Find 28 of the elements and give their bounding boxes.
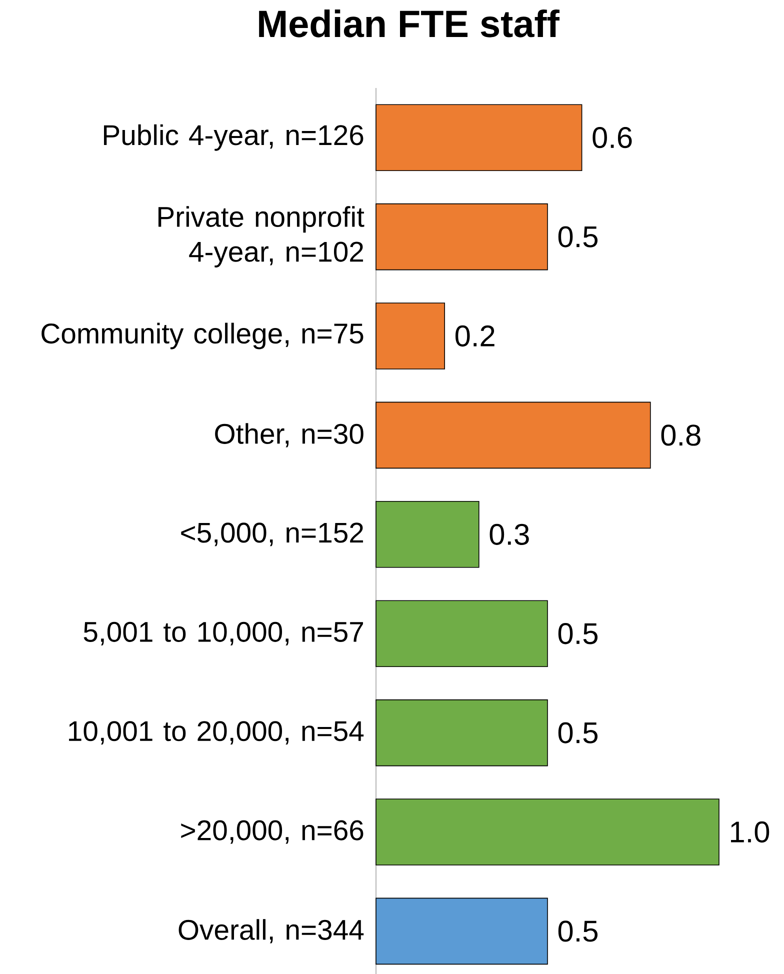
y-tick-label: Overall, n=344 [178, 919, 364, 944]
bar [376, 600, 548, 667]
y-tick-label: Community college, n=75 [42, 322, 364, 350]
data-label: 0.2 [455, 325, 494, 347]
data-label: 0.5 [558, 920, 598, 942]
bar [376, 203, 548, 270]
data-label: 0.3 [490, 524, 529, 545]
chart-title: Median FTE staff [259, 10, 560, 38]
data-label: 0.6 [592, 127, 632, 148]
y-tick-label: 5,001 to 10,000, n=57 [84, 622, 363, 646]
bar [376, 699, 548, 766]
bar [376, 798, 720, 866]
data-label: 0.8 [661, 424, 700, 446]
data-label: 1.0 [731, 821, 770, 843]
bar [376, 501, 480, 568]
bar [376, 402, 651, 469]
data-label: 0.5 [558, 226, 598, 248]
y-tick-label: Other, n=30 [215, 423, 364, 448]
y-tick-label: >20,000, n=66 [181, 820, 364, 844]
bar [376, 302, 445, 370]
bar [376, 104, 582, 171]
data-label: 0.5 [558, 722, 598, 744]
y-tick-label: Public 4-year, n=126 [104, 124, 364, 151]
y-tick-label: <5,000, n=152 [181, 522, 364, 546]
bar [376, 898, 548, 965]
data-label: 0.5 [558, 623, 598, 644]
y-tick-label: 10,001 to 20,000, n=54 [69, 721, 364, 745]
y-tick-label: Private nonprofit 4-year, n=102 [158, 206, 364, 268]
